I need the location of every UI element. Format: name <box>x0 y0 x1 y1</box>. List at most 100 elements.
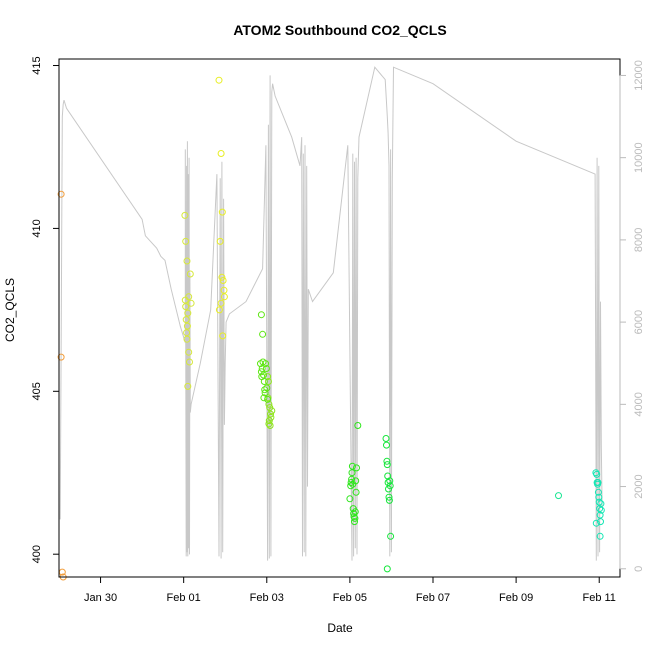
data-point <box>387 532 395 540</box>
data-point <box>596 505 604 513</box>
data-point <box>261 389 269 397</box>
y2-tick-label: 2000 <box>633 474 645 498</box>
data-point <box>183 257 191 265</box>
data-point <box>215 76 223 84</box>
data-point <box>348 475 356 483</box>
y-tick-label: 410 <box>31 219 43 237</box>
data-point <box>258 373 266 381</box>
data-point <box>258 365 266 372</box>
data-point <box>262 365 270 372</box>
data-point <box>263 384 271 392</box>
co2-points-layer <box>57 76 605 581</box>
data-point <box>219 277 227 284</box>
data-point <box>187 299 195 307</box>
data-point <box>218 208 226 216</box>
data-point <box>219 332 227 340</box>
y-axis-label: CO2_QCLS <box>3 278 17 342</box>
x-tick-label: Feb 11 <box>583 592 616 604</box>
data-point <box>383 441 390 449</box>
data-point <box>595 493 603 501</box>
data-point <box>264 395 272 403</box>
data-point <box>261 386 269 394</box>
y2-tick-label: 0 <box>633 566 645 572</box>
x-tick-label: Feb 05 <box>333 592 367 604</box>
data-point <box>57 353 65 361</box>
x-axis-label: Date <box>327 621 353 635</box>
data-point <box>383 461 391 469</box>
x-tick-label: Feb 09 <box>499 592 533 604</box>
data-point <box>348 469 356 477</box>
data-point <box>186 358 193 366</box>
data-point <box>385 493 393 501</box>
data-point <box>267 410 274 418</box>
data-point <box>383 565 391 573</box>
data-point <box>268 407 276 415</box>
data-point <box>350 510 358 517</box>
data-point <box>264 378 272 385</box>
data-point <box>184 309 192 317</box>
data-point <box>597 500 605 508</box>
data-point <box>352 488 360 496</box>
data-point <box>354 422 362 429</box>
y-tick-label: 400 <box>31 545 43 563</box>
data-point <box>57 190 65 198</box>
data-point <box>220 286 228 294</box>
data-point <box>220 293 228 301</box>
data-point <box>382 435 390 442</box>
data-point <box>266 422 274 429</box>
data-point <box>383 457 391 465</box>
data-point <box>259 330 267 338</box>
data-point <box>182 316 190 324</box>
data-point <box>182 237 190 245</box>
data-point <box>597 506 605 514</box>
data-point <box>351 508 359 516</box>
data-point <box>185 348 193 356</box>
data-point <box>265 400 273 408</box>
data-point <box>183 329 191 337</box>
data-point <box>182 303 190 311</box>
data-point <box>386 477 394 485</box>
y2-tick-label: 6000 <box>633 310 645 334</box>
y-axis-left: 400 405 410 415 <box>31 56 60 563</box>
data-point <box>346 495 354 503</box>
data-point <box>186 270 194 278</box>
data-point <box>218 273 226 281</box>
data-point <box>181 211 189 219</box>
data-point <box>592 519 600 527</box>
y-tick-label: 415 <box>31 56 43 74</box>
data-point <box>217 299 225 307</box>
y2-tick-label: 10000 <box>633 142 645 173</box>
altitude-trace-layer <box>59 66 603 561</box>
data-point <box>183 322 191 330</box>
data-point <box>260 394 268 402</box>
x-tick-label: Jan 30 <box>84 592 117 604</box>
y2-tick-label: 4000 <box>633 392 645 416</box>
data-point <box>215 306 223 314</box>
y2-tick-label: 8000 <box>633 228 645 252</box>
data-point <box>351 514 359 522</box>
data-point <box>594 488 602 496</box>
data-point <box>597 518 604 526</box>
data-point <box>217 150 225 157</box>
data-point <box>257 311 265 319</box>
data-point <box>347 482 355 490</box>
data-point <box>555 492 562 500</box>
data-point <box>260 371 267 379</box>
data-point <box>265 417 273 425</box>
x-tick-label: Feb 01 <box>167 592 201 604</box>
data-point <box>593 470 601 478</box>
data-point <box>183 335 191 343</box>
data-point <box>594 479 602 486</box>
x-tick-label: Feb 03 <box>250 592 284 604</box>
y2-tick-label: 12000 <box>633 60 645 91</box>
x-axis: Jan 30 Feb 01 Feb 03 Feb 05 Feb 07 Feb 09 Feb … <box>84 576 616 604</box>
data-point <box>386 482 394 490</box>
data-point <box>348 462 356 470</box>
x-tick-label: Feb 07 <box>416 592 450 604</box>
data-point <box>353 464 360 472</box>
data-point <box>185 293 193 301</box>
y-axis-right: 0 2000 4000 6000 8000 10000 12000 <box>619 60 645 572</box>
data-point <box>596 532 604 540</box>
